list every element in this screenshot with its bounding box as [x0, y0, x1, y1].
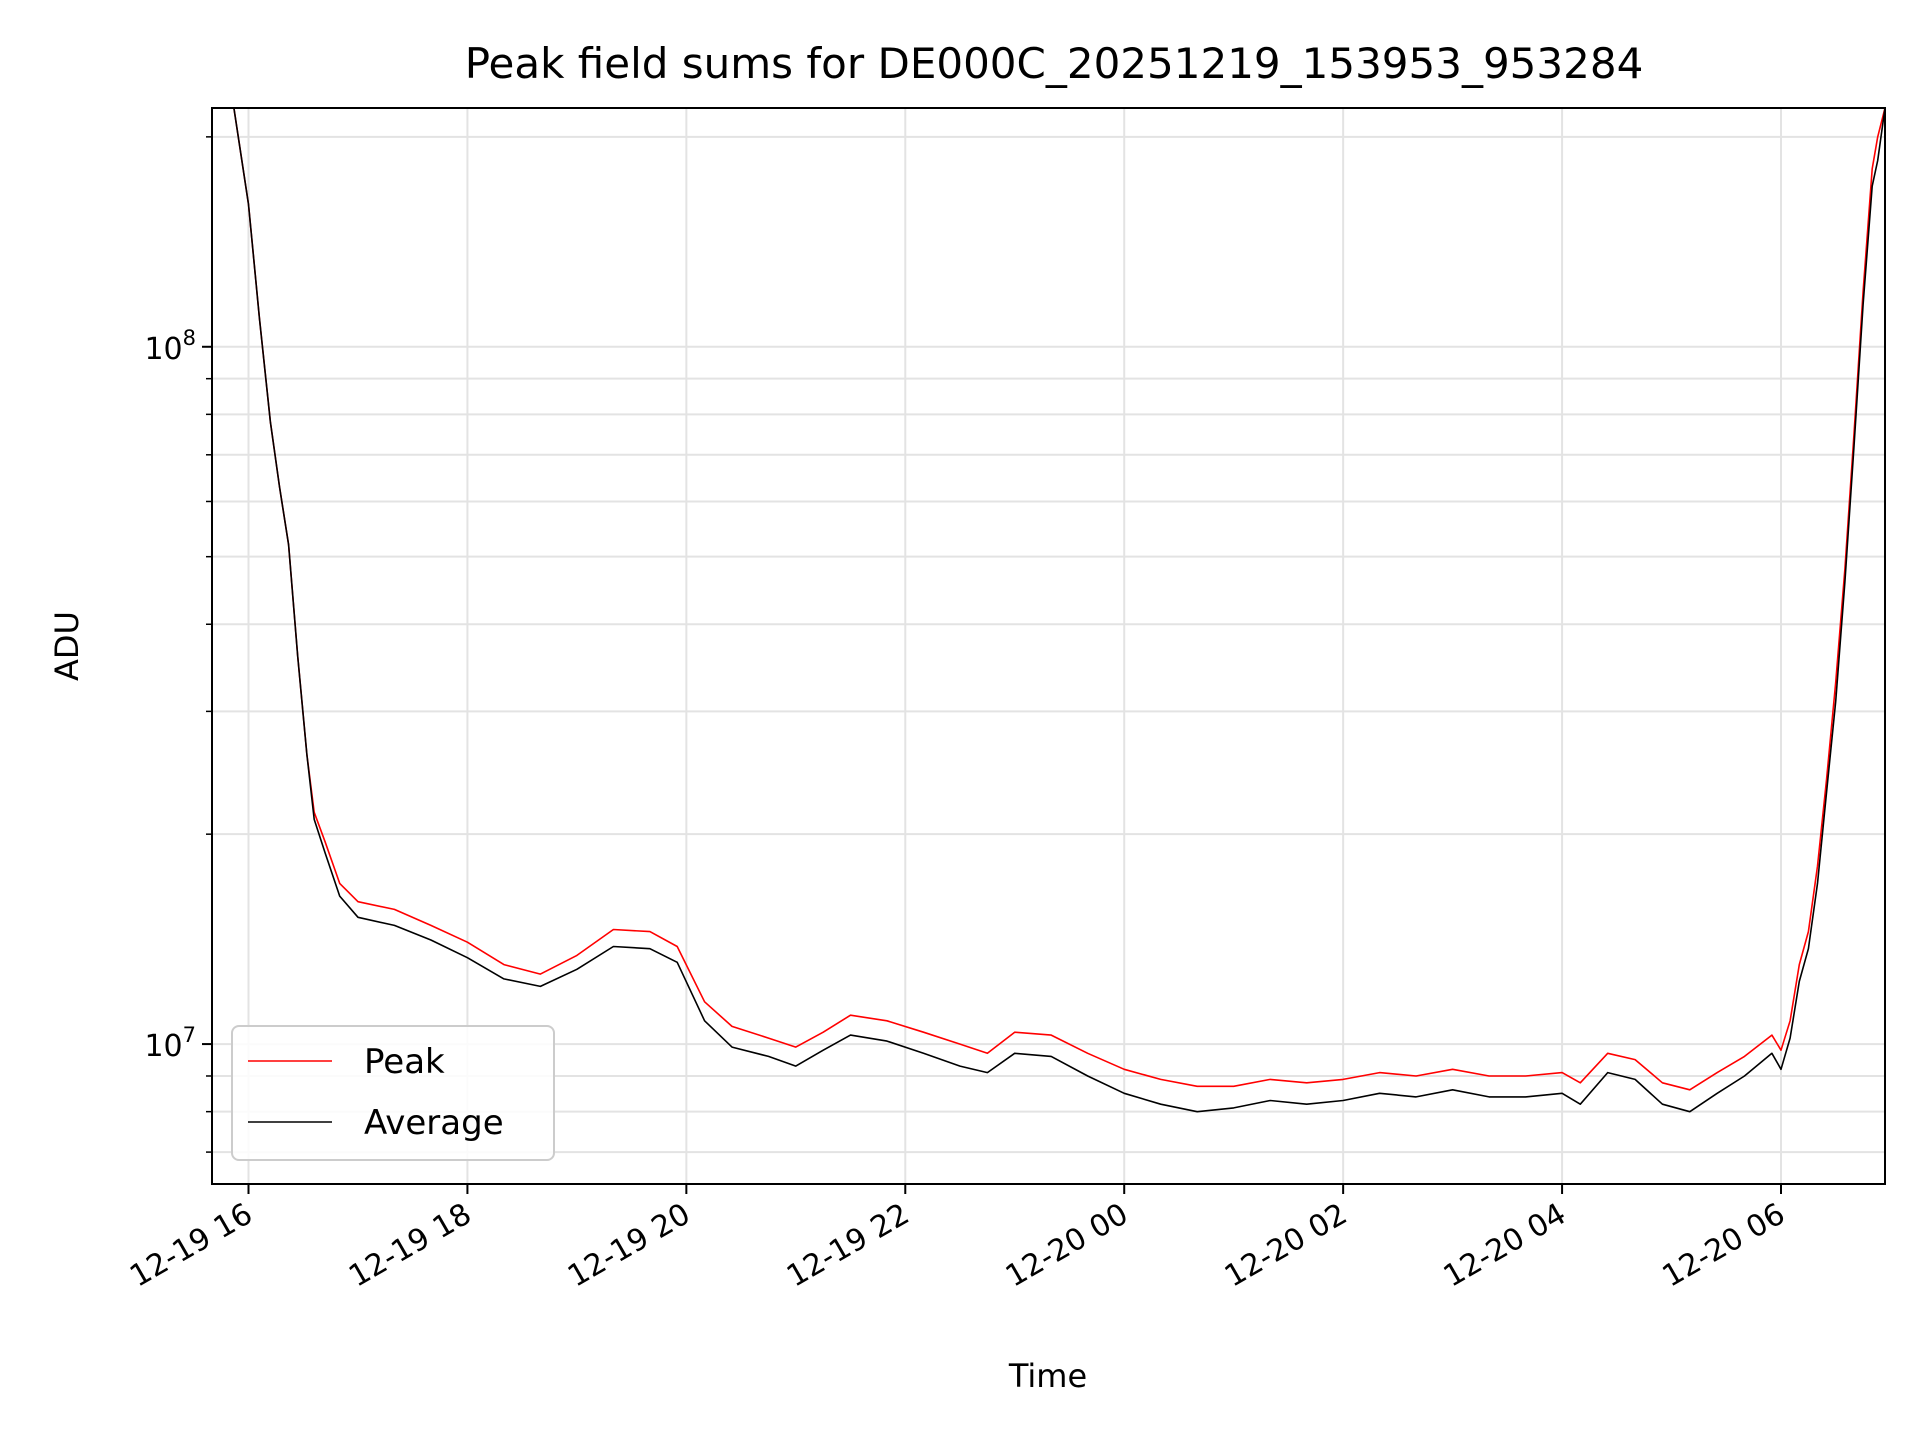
series-layer — [233, 108, 1885, 1113]
grid — [212, 108, 1885, 1184]
y-axis-label: ADU — [48, 611, 86, 681]
legend-label-average: Average — [364, 1103, 504, 1143]
y-tick-label: 107 — [144, 1023, 196, 1064]
legend-label-peak: Peak — [364, 1042, 445, 1082]
y-tick-exponent: 7 — [183, 1023, 196, 1047]
plot-frame — [211, 107, 1886, 1185]
y-tick-base: 10 — [144, 1029, 182, 1064]
series-line-peak — [233, 108, 1885, 1091]
y-tick-base: 10 — [144, 332, 182, 367]
legend-box — [231, 1025, 555, 1161]
y-tick-label: 108 — [144, 326, 196, 367]
chart-title: Peak field sums for DE000C_20251219_1539… — [465, 39, 1644, 88]
x-axis-label: Time — [1008, 1357, 1087, 1395]
legend: Peak Average — [231, 1025, 555, 1161]
series-line-average — [233, 108, 1885, 1113]
y-tick-exponent: 8 — [183, 326, 196, 350]
